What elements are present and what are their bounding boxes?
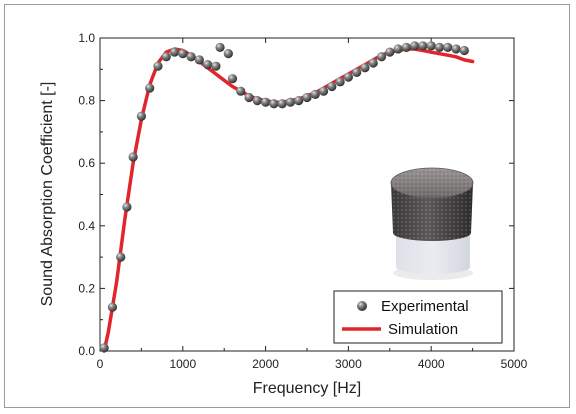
x-tick-label: 2000 xyxy=(252,357,279,371)
y-tick-label: 0.6 xyxy=(78,156,95,170)
experimental-point xyxy=(368,58,378,68)
y-tick-label: 0.4 xyxy=(78,219,95,233)
x-tick-label: 0 xyxy=(97,357,104,371)
x-tick-label: 1000 xyxy=(169,357,196,371)
legend-marker-experimental xyxy=(357,301,367,311)
experimental-point xyxy=(327,81,337,92)
experimental-point xyxy=(410,41,420,51)
experimental-point xyxy=(277,99,287,109)
experimental-point xyxy=(252,96,262,106)
experimental-point xyxy=(186,52,196,62)
experimental-point xyxy=(360,63,370,73)
experimental-point xyxy=(352,67,362,78)
experimental-point xyxy=(215,42,225,52)
experimental-point xyxy=(153,61,163,71)
experimental-point xyxy=(236,86,246,96)
experimental-point xyxy=(343,72,353,82)
x-tick-label: 4000 xyxy=(418,357,445,371)
legend: Experimental Simulation xyxy=(333,290,503,344)
y-tick-label: 0.0 xyxy=(78,344,95,358)
experimental-point xyxy=(223,49,233,59)
legend-box xyxy=(333,290,503,344)
experimental-point xyxy=(401,42,411,52)
x-tick-label: 3000 xyxy=(335,357,362,371)
y-tick-label: 1.0 xyxy=(78,31,95,45)
experimental-point xyxy=(443,42,453,52)
legend-label-experimental: Experimental xyxy=(381,298,469,315)
absorption-chart: 0 1000 2000 3000 4000 50000.00.20.40.60.81.0 … xyxy=(39,31,528,397)
experimental-point xyxy=(161,52,171,62)
experimental-point xyxy=(194,55,204,65)
experimental-point xyxy=(335,77,345,87)
experimental-point xyxy=(302,92,312,103)
experimental-point xyxy=(169,47,180,57)
experimental-point xyxy=(294,96,304,106)
x-axis-label: Frequency [Hz] xyxy=(253,380,361,397)
y-axis-label: Sound Absorption Coefficient [-] xyxy=(39,82,56,307)
experimental-point xyxy=(418,41,428,51)
foam-sample-photo-icon xyxy=(390,167,474,280)
experimental-point xyxy=(178,49,188,59)
axis-ticks: 0 1000 2000 3000 4000 5000 0.0 0.2 0.4 0.6 0.8 1.0 xyxy=(78,31,527,371)
experimental-series xyxy=(99,41,469,353)
experimental-point xyxy=(310,89,320,99)
experimental-point xyxy=(376,52,387,62)
experimental-point xyxy=(203,60,213,70)
experimental-point xyxy=(136,111,146,121)
experimental-point xyxy=(145,83,155,93)
y-tick-label: 0.8 xyxy=(78,94,95,108)
experimental-point xyxy=(426,41,436,51)
experimental-point xyxy=(459,45,469,56)
experimental-point xyxy=(211,61,221,71)
experimental-point xyxy=(116,252,126,262)
experimental-point xyxy=(393,44,403,54)
figure-frame: 0 1000 2000 3000 4000 5000 0.0 0.2 0.4 0.6 0.8 1.0 … xyxy=(4,4,570,408)
experimental-point xyxy=(99,343,109,353)
experimental-point xyxy=(434,42,445,52)
experimental-point xyxy=(227,74,238,84)
experimental-point xyxy=(261,97,271,107)
experimental-point xyxy=(269,99,279,109)
experimental-point xyxy=(122,202,132,212)
experimental-point xyxy=(128,152,138,162)
experimental-point xyxy=(318,86,329,96)
experimental-point xyxy=(385,47,395,57)
y-tick-label: 0.2 xyxy=(78,281,95,295)
x-tick-label: 5000 xyxy=(501,357,528,371)
experimental-point xyxy=(244,92,254,103)
experimental-point xyxy=(107,302,118,312)
legend-label-simulation: Simulation xyxy=(388,321,458,338)
experimental-point xyxy=(451,44,461,54)
experimental-point xyxy=(285,97,296,107)
